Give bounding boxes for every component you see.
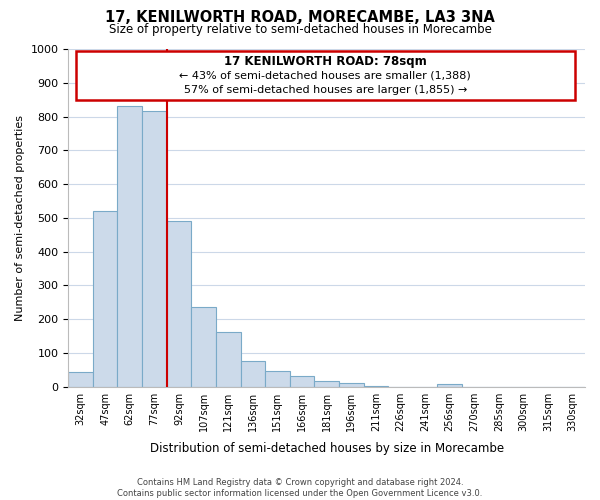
Bar <box>290 376 314 386</box>
Text: Size of property relative to semi-detached houses in Morecambe: Size of property relative to semi-detach… <box>109 22 491 36</box>
Text: 17, KENILWORTH ROAD, MORECAMBE, LA3 3NA: 17, KENILWORTH ROAD, MORECAMBE, LA3 3NA <box>105 10 495 25</box>
Bar <box>167 220 191 386</box>
X-axis label: Distribution of semi-detached houses by size in Morecambe: Distribution of semi-detached houses by … <box>149 442 504 455</box>
Bar <box>241 362 265 386</box>
FancyBboxPatch shape <box>76 50 575 100</box>
Bar <box>142 112 167 386</box>
Text: 57% of semi-detached houses are larger (1,855) →: 57% of semi-detached houses are larger (… <box>184 85 467 95</box>
Y-axis label: Number of semi-detached properties: Number of semi-detached properties <box>15 115 25 321</box>
Text: 17 KENILWORTH ROAD: 78sqm: 17 KENILWORTH ROAD: 78sqm <box>224 55 427 68</box>
Bar <box>93 211 118 386</box>
Bar <box>314 380 339 386</box>
Text: ← 43% of semi-detached houses are smaller (1,388): ← 43% of semi-detached houses are smalle… <box>179 70 471 80</box>
Text: Contains HM Land Registry data © Crown copyright and database right 2024.
Contai: Contains HM Land Registry data © Crown c… <box>118 478 482 498</box>
Bar <box>216 332 241 386</box>
Bar <box>68 372 93 386</box>
Bar <box>339 382 364 386</box>
Bar <box>118 106 142 386</box>
Bar <box>437 384 462 386</box>
Bar <box>265 371 290 386</box>
Bar <box>191 308 216 386</box>
